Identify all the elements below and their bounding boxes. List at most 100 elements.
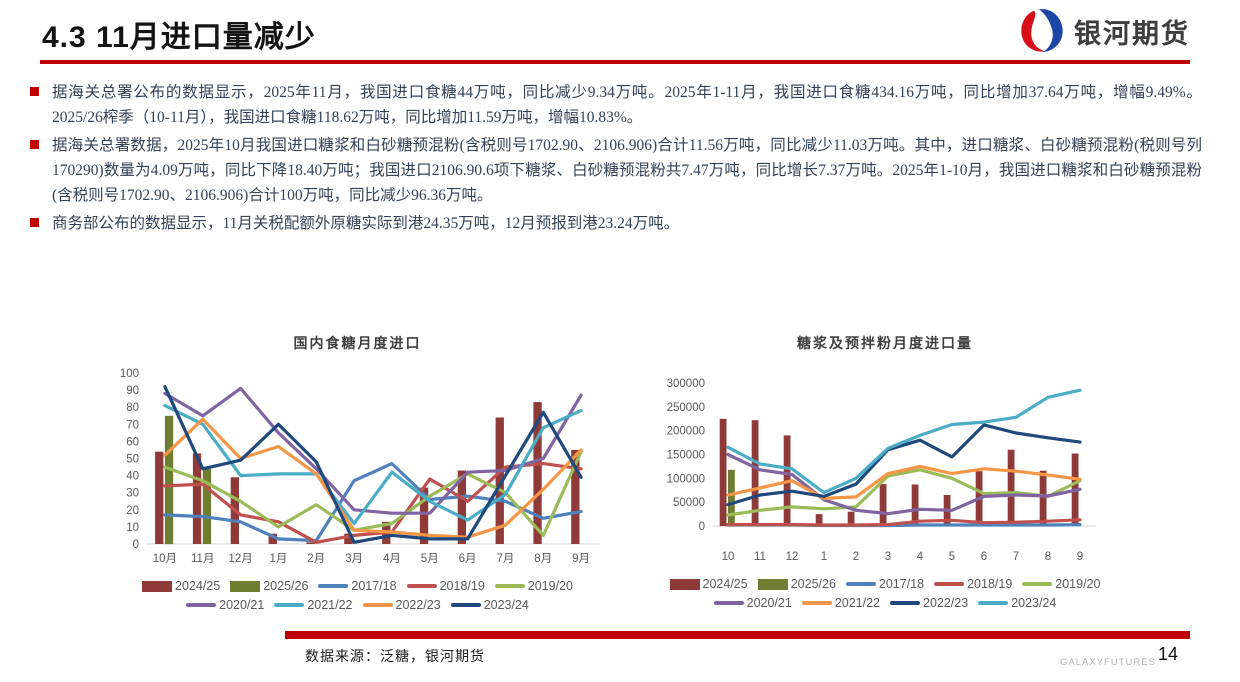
legend-swatch	[186, 603, 217, 607]
svg-text:6: 6	[981, 551, 987, 563]
legend-item: 2021/22	[274, 598, 353, 612]
legend-item: 2021/22	[801, 596, 880, 610]
legend-swatch	[142, 580, 173, 592]
legend-row: 2020/21 2021/22 2022/23 2023/24	[100, 598, 615, 612]
svg-text:50000: 50000	[673, 497, 705, 509]
chart-title: 国内食糖月度进口	[293, 335, 422, 351]
legend-label: 2022/23	[923, 596, 969, 610]
bullet-text: 据海关总署数据，2025年10月我国进口糖浆和白砂糖预混粉(含税则号1702.9…	[52, 137, 1202, 204]
line-series-2023/24	[163, 385, 583, 544]
line-series-2022/23	[163, 417, 583, 539]
legend-item: 2024/25	[669, 577, 748, 591]
svg-text:12月: 12月	[228, 553, 252, 565]
page-title: 4.3 11月进口量减少	[42, 21, 316, 54]
svg-text:10月: 10月	[153, 553, 177, 565]
line-series-2023/24	[726, 388, 1082, 495]
svg-text:0: 0	[133, 539, 139, 551]
svg-text:250000: 250000	[667, 402, 705, 414]
svg-text:50: 50	[126, 454, 139, 466]
legend-label: 2020/21	[746, 596, 792, 610]
legend-label: 2020/21	[219, 598, 265, 612]
svg-text:6月: 6月	[459, 553, 477, 565]
legend-item: 2025/26	[757, 577, 836, 591]
legend-swatch	[890, 601, 920, 605]
line-series-2021/22	[163, 403, 583, 526]
svg-text:300000: 300000	[667, 378, 705, 390]
chart-legend: 2024/25 2025/26 2017/18 2018/19 2019/20 2020/…	[100, 579, 615, 612]
legend-label: 2017/18	[351, 579, 397, 593]
svg-text:7: 7	[1013, 551, 1019, 563]
bar-series-2025/26	[728, 469, 735, 526]
svg-text:80: 80	[126, 402, 139, 414]
svg-text:5月: 5月	[421, 553, 439, 565]
svg-text:1: 1	[821, 551, 827, 563]
legend-row: 2024/25 2025/26 2017/18 2018/19 2019/20	[100, 579, 615, 593]
legend-label: 2024/25	[175, 579, 221, 593]
line-series-2022/23	[726, 423, 1082, 507]
legend-swatch	[494, 584, 525, 588]
line-series-2019/20	[726, 468, 1082, 517]
svg-text:11月: 11月	[191, 553, 214, 565]
legend-swatch	[669, 578, 700, 590]
legend-label: 2022/23	[395, 598, 441, 612]
chart-sugar-monthly-imports: 国内食糖月度进口 0 10 20 30 40 50 60 70 80 90 100 10月 11月 12月…	[100, 333, 615, 612]
title-rule	[40, 60, 1190, 64]
legend-swatch	[1022, 582, 1053, 586]
legend-label: 2017/18	[878, 577, 925, 591]
legend-label: 2018/19	[967, 577, 1013, 591]
legend-item: 2023/24	[450, 598, 529, 612]
legend-swatch	[845, 582, 876, 586]
svg-text:0: 0	[699, 521, 705, 533]
svg-text:4: 4	[917, 551, 924, 563]
line-series-2020/21	[163, 386, 583, 515]
line-series-2021/22	[726, 464, 1082, 500]
legend-swatch	[406, 584, 437, 588]
legend-label: 2023/24	[483, 598, 529, 612]
page-number: 14	[1158, 644, 1179, 664]
legend-swatch	[978, 601, 1009, 605]
svg-text:20: 20	[126, 505, 139, 517]
legend-item: 2020/21	[186, 598, 264, 612]
chart-legend: 2024/25 2025/26 2017/18 2018/19 2019/20 2020/…	[650, 577, 1120, 610]
legend-item: 2019/20	[494, 579, 573, 593]
legend-item: 2017/18	[318, 579, 397, 593]
bullet-marker-icon	[30, 140, 39, 149]
legend-item: 2023/24	[978, 596, 1056, 610]
svg-text:10: 10	[722, 551, 735, 563]
svg-text:2: 2	[853, 551, 859, 563]
svg-text:7月: 7月	[496, 553, 514, 565]
bullet-list: 据海关总署公布的数据显示，2025年11月，我国进口食糖44万吨，同比减少9.3…	[30, 80, 1202, 239]
svg-text:200000: 200000	[667, 426, 705, 438]
legend-label: 2019/20	[1055, 577, 1101, 591]
bullet-text: 商务部公布的数据显示，11月关税配额外原糖实际到港24.35万吨，12月预报到港…	[52, 215, 680, 232]
chart-title: 糖浆及预拌粉月度进口量	[797, 335, 973, 351]
legend-label: 2021/22	[307, 598, 353, 612]
svg-text:30: 30	[126, 488, 139, 500]
legend-swatch	[801, 601, 832, 605]
svg-text:90: 90	[126, 385, 139, 397]
legend-item: 2018/19	[934, 577, 1012, 591]
legend-swatch	[362, 603, 393, 607]
svg-text:60: 60	[126, 436, 139, 448]
legend-item: 2024/25	[142, 579, 220, 593]
legend-label: 2019/20	[527, 579, 573, 593]
bar-series-2025/26	[164, 415, 212, 545]
svg-text:40: 40	[126, 471, 139, 483]
bullet-marker-icon	[30, 87, 39, 96]
bullet-item: 据海关总署公布的数据显示，2025年11月，我国进口食糖44万吨，同比减少9.3…	[30, 80, 1202, 130]
legend-row: 2024/25 2025/26 2017/18 2018/19 2019/20	[650, 577, 1120, 591]
legend-row: 2020/21 2021/22 2022/23 2023/24	[650, 596, 1120, 610]
svg-text:12: 12	[786, 551, 799, 563]
line-series-2019/20	[163, 450, 583, 537]
svg-text:70: 70	[126, 419, 139, 431]
legend-swatch	[230, 580, 261, 592]
legend-swatch	[757, 578, 788, 590]
bullet-item: 据海关总署数据，2025年10月我国进口糖浆和白砂糖预混粉(含税则号1702.9…	[30, 133, 1202, 208]
galaxy-logo-icon	[1021, 9, 1063, 53]
galaxy-logo: 银河期货	[1018, 8, 1190, 54]
svg-text:9: 9	[1077, 551, 1083, 563]
bullet-item: 商务部公布的数据显示，11月关税配额外原糖实际到港24.35万吨，12月预报到港…	[30, 211, 1202, 236]
svg-text:2月: 2月	[307, 553, 325, 565]
bullet-text: 据海关总署公布的数据显示，2025年11月，我国进口食糖44万吨，同比减少9.3…	[52, 84, 1202, 126]
